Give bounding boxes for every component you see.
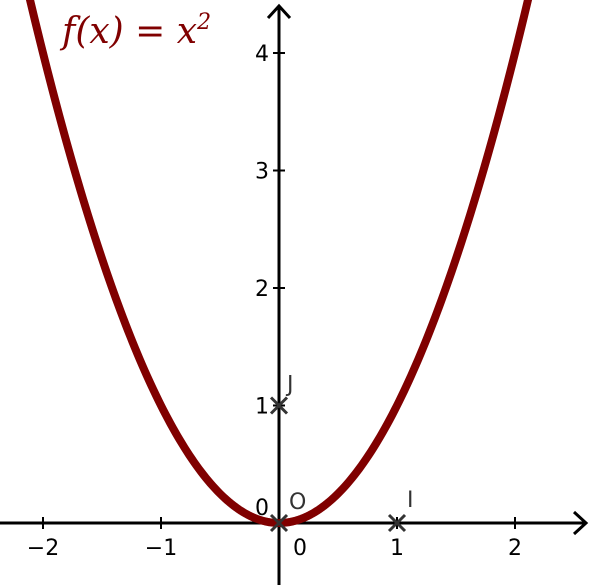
x-tick-label: 2 bbox=[508, 536, 522, 561]
y-tick-label: 4 bbox=[255, 42, 269, 67]
x-axis-arrow bbox=[572, 510, 589, 536]
y-tick-label: 1 bbox=[255, 395, 269, 420]
y-axis-arrow bbox=[266, 3, 292, 20]
y-tick-label: 3 bbox=[255, 160, 269, 185]
point-O: O bbox=[269, 490, 306, 533]
point-J: J bbox=[269, 373, 294, 415]
point-marker bbox=[269, 396, 289, 415]
x-tick-label: 0 bbox=[293, 536, 307, 561]
point-marker bbox=[387, 513, 407, 533]
chart-title-text: f(x) = x bbox=[59, 11, 197, 52]
y-tick-label: 2 bbox=[255, 277, 269, 302]
point-label: O bbox=[289, 490, 306, 515]
point-label: I bbox=[407, 488, 414, 513]
point-marker bbox=[269, 513, 289, 533]
x-tick-label: −1 bbox=[145, 536, 177, 561]
axes: −2 −1 0 1 2 0 1 2 3 4 bbox=[0, 3, 589, 585]
x-tick-label: −2 bbox=[27, 536, 59, 561]
x-tick-label: 1 bbox=[390, 536, 404, 561]
point-I: I bbox=[387, 488, 414, 533]
y-tick-label: 0 bbox=[255, 496, 269, 521]
chart-title: f(x) = x2 bbox=[59, 10, 211, 52]
chart-title-exponent: 2 bbox=[196, 10, 211, 35]
point-label: J bbox=[285, 373, 294, 398]
points-layer: O I J bbox=[269, 373, 414, 533]
